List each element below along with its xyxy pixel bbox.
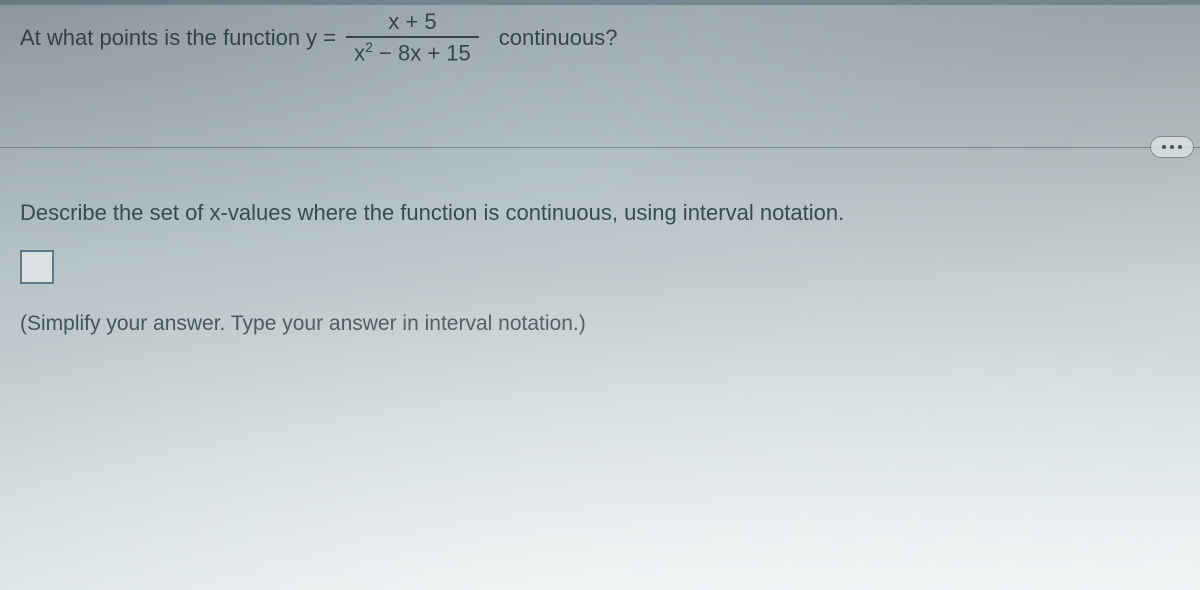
ellipsis-icon xyxy=(1178,145,1182,149)
question-text: At what points is the function y = x + 5… xyxy=(20,10,1180,66)
window-top-edge xyxy=(0,0,1200,5)
denominator-exponent: 2 xyxy=(365,39,373,55)
fraction-numerator: x + 5 xyxy=(374,10,450,36)
denominator-rest: − 8x + 15 xyxy=(373,41,471,66)
question-before-fraction: At what points is the function y = xyxy=(20,25,336,51)
instruction-text: Describe the set of x-values where the f… xyxy=(20,200,1180,226)
ellipsis-icon xyxy=(1162,145,1166,149)
question-after-fraction: continuous? xyxy=(499,25,618,51)
answer-input[interactable] xyxy=(20,250,54,284)
section-divider xyxy=(0,136,1200,160)
more-options-button[interactable] xyxy=(1150,136,1194,158)
screen-glare-overlay xyxy=(0,0,1200,590)
rational-expression: x + 5 x2 − 8x + 15 xyxy=(346,10,479,66)
fraction-denominator: x2 − 8x + 15 xyxy=(346,38,479,66)
divider-line xyxy=(0,147,1200,148)
answer-hint-text: (Simplify your answer. Type your answer … xyxy=(20,312,1180,336)
ellipsis-icon xyxy=(1170,145,1174,149)
denominator-var: x xyxy=(354,41,365,66)
